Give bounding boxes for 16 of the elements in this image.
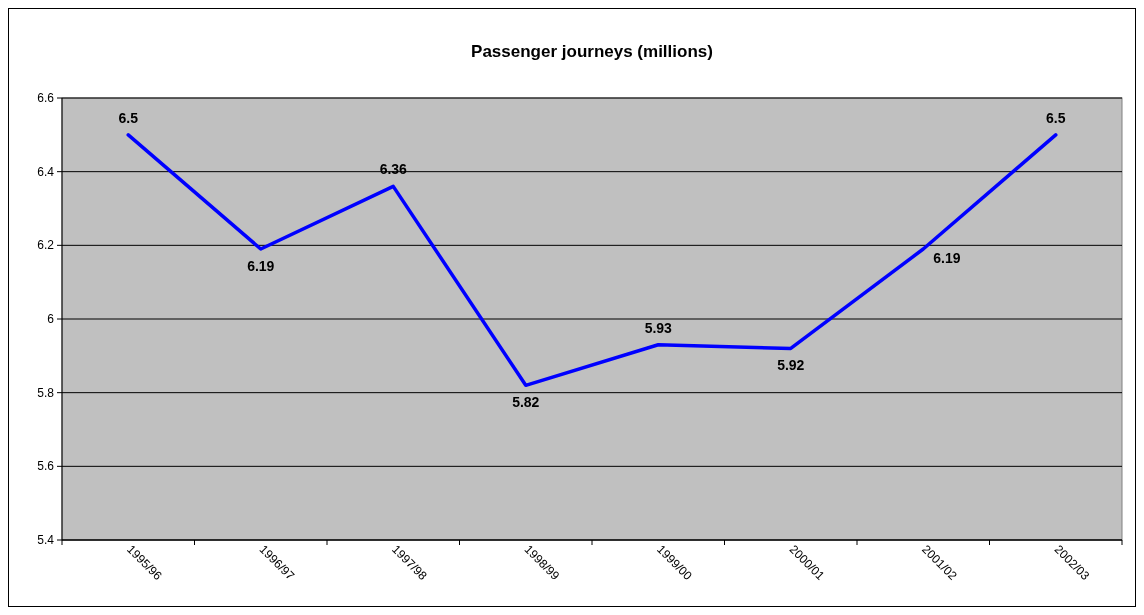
- chart-title: Passenger journeys (millions): [471, 42, 713, 61]
- y-tick-label: 6.4: [37, 164, 55, 179]
- data-label: 5.93: [644, 319, 673, 336]
- data-label: 6.5: [118, 109, 139, 126]
- y-tick-label: 6.6: [37, 91, 55, 105]
- y-tick-label: 6: [47, 312, 55, 326]
- data-label: 6.19: [933, 250, 961, 267]
- data-label: 5.82: [512, 394, 540, 411]
- y-tick-label: 6.2: [37, 238, 55, 253]
- line-series: [126, 133, 1058, 388]
- data-label: 6.19: [247, 258, 275, 275]
- y-tick-label: 5.6: [37, 459, 55, 474]
- data-label: 5.92: [777, 357, 805, 374]
- y-tick-label: 5.8: [37, 385, 55, 400]
- y-tick-label: 5.4: [37, 533, 55, 547]
- data-label: 6.5: [1046, 109, 1066, 126]
